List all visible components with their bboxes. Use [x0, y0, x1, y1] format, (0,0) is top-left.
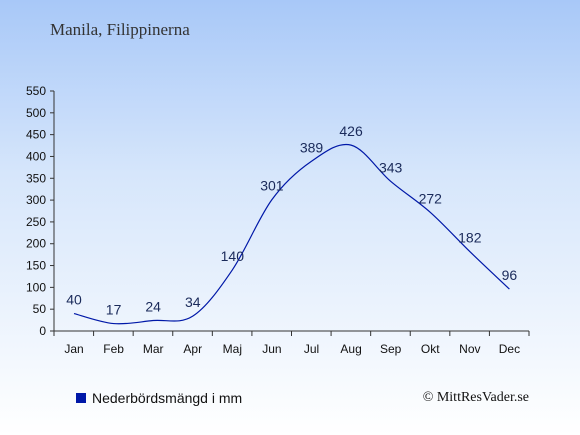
y-tick-label: 300 — [26, 193, 46, 207]
y-tick-label: 100 — [26, 280, 46, 294]
data-label: 272 — [419, 190, 443, 206]
legend-swatch — [76, 393, 86, 403]
y-tick-label: 250 — [26, 215, 46, 229]
data-label: 426 — [339, 123, 363, 139]
x-tick-label: Okt — [421, 342, 440, 356]
x-tick-label: Feb — [103, 342, 124, 356]
x-tick-label: Jul — [304, 342, 319, 356]
y-tick-label: 150 — [26, 259, 46, 273]
x-tick-label: Jan — [64, 342, 83, 356]
data-label: 17 — [106, 302, 122, 318]
y-tick-label: 450 — [26, 128, 46, 142]
data-label: 40 — [66, 292, 82, 308]
data-label: 140 — [221, 248, 245, 264]
legend-label: Nederbördsmängd i mm — [92, 390, 243, 406]
data-label: 389 — [300, 139, 324, 155]
data-label: 182 — [458, 230, 482, 246]
y-tick-label: 350 — [26, 171, 46, 185]
x-tick-label: Maj — [223, 342, 242, 356]
x-tick-label: Sep — [380, 342, 402, 356]
y-tick-label: 400 — [26, 149, 46, 163]
x-tick-label: Apr — [183, 342, 202, 356]
data-label: 301 — [260, 178, 284, 194]
y-tick-label: 550 — [26, 84, 46, 98]
data-label: 24 — [145, 299, 161, 315]
x-tick-label: Aug — [340, 342, 361, 356]
x-tick-label: Mar — [143, 342, 164, 356]
x-tick-label: Dec — [499, 342, 520, 356]
data-label: 34 — [185, 294, 201, 310]
data-label: 343 — [379, 159, 403, 175]
y-tick-label: 50 — [33, 302, 47, 316]
credit-text: © MittResVader.se — [422, 390, 529, 405]
data-label: 96 — [502, 267, 518, 283]
y-tick-label: 0 — [39, 324, 46, 338]
legend: Nederbördsmängd i mm — [76, 390, 242, 406]
x-tick-label: Jun — [262, 342, 281, 356]
chart-title: Manila, Filippinerna — [50, 20, 190, 39]
y-tick-label: 200 — [26, 237, 46, 251]
x-tick-label: Nov — [459, 342, 480, 356]
y-tick-label: 500 — [26, 106, 46, 120]
series-line — [73, 143, 510, 325]
